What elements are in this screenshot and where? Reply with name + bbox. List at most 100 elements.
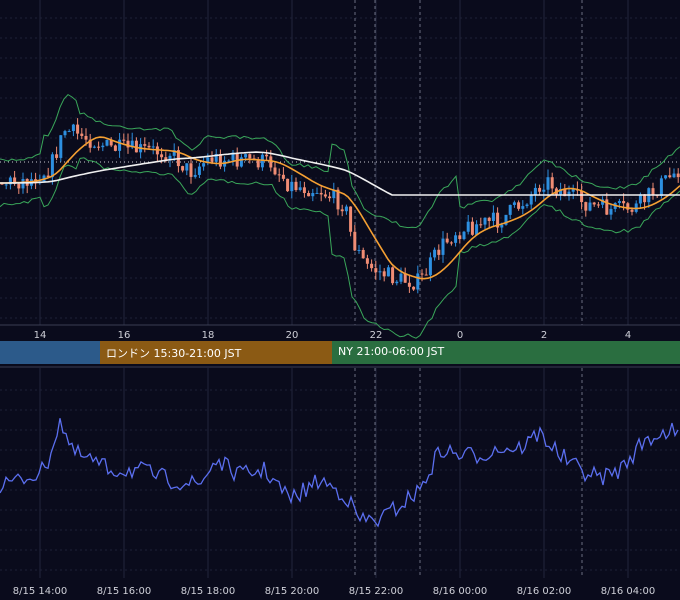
candle-body bbox=[273, 167, 277, 175]
candle-body bbox=[676, 173, 680, 178]
candle-body bbox=[496, 212, 500, 228]
bollinger-upper-band bbox=[0, 93, 680, 229]
candle-body bbox=[605, 199, 609, 215]
candle-body bbox=[151, 146, 155, 148]
candle-body bbox=[592, 202, 596, 205]
candle-body bbox=[17, 183, 21, 189]
candle-body bbox=[319, 192, 323, 195]
candle-body bbox=[386, 267, 390, 277]
candle-body bbox=[365, 258, 369, 264]
candle-body bbox=[202, 163, 206, 167]
osc-x-tick-label: 8/15 16:00 bbox=[97, 586, 151, 597]
candle-body bbox=[412, 286, 416, 290]
candle-body bbox=[601, 199, 605, 205]
candle-body bbox=[67, 131, 71, 133]
candle-body bbox=[46, 175, 50, 178]
candle-body bbox=[101, 145, 105, 148]
candle-body bbox=[130, 140, 134, 148]
candle-body bbox=[382, 271, 386, 277]
candle-body bbox=[97, 146, 101, 148]
candle-body bbox=[643, 194, 647, 203]
candle-body bbox=[4, 184, 8, 186]
osc-x-tick-label: 8/15 22:00 bbox=[349, 586, 403, 597]
candle-body bbox=[433, 249, 437, 258]
candle-body bbox=[504, 214, 508, 225]
candle-body bbox=[466, 221, 470, 232]
session-band: ロンドン 15:30-21:00 JST bbox=[100, 341, 332, 364]
candle-body bbox=[403, 273, 407, 283]
candle-body bbox=[546, 177, 550, 190]
moving-average-white bbox=[0, 151, 680, 196]
candle-body bbox=[512, 202, 516, 205]
candle-body bbox=[315, 192, 319, 194]
candle-body bbox=[260, 154, 264, 168]
candle-body bbox=[454, 235, 458, 243]
candle-body bbox=[349, 206, 353, 232]
session-band: NY 21:00-06:00 JST bbox=[332, 341, 680, 364]
candle-body bbox=[659, 178, 663, 196]
candle-body bbox=[239, 157, 243, 167]
moving-average-orange bbox=[0, 136, 680, 280]
candle-body bbox=[172, 150, 176, 156]
candle-body bbox=[227, 160, 231, 162]
candle-body bbox=[428, 257, 432, 276]
price-x-tick-label: 2 bbox=[541, 330, 547, 341]
candle-body bbox=[88, 139, 92, 148]
candle-body bbox=[340, 209, 344, 212]
session-label: NY 21:00-06:00 JST bbox=[338, 345, 445, 358]
price-panel bbox=[0, 93, 680, 339]
candle-body bbox=[668, 175, 672, 178]
candle-body bbox=[55, 154, 59, 158]
session-label: ロンドン 15:30-21:00 JST bbox=[106, 347, 242, 360]
candle-body bbox=[542, 189, 546, 192]
candle-body bbox=[391, 267, 395, 284]
candle-body bbox=[307, 193, 311, 197]
candle-body bbox=[84, 135, 88, 140]
candle-body bbox=[407, 282, 411, 287]
candle-body bbox=[218, 153, 222, 167]
candle-body bbox=[664, 175, 668, 179]
candle-body bbox=[189, 163, 193, 177]
candle-body bbox=[286, 178, 290, 192]
candle-body bbox=[361, 249, 365, 259]
oscillator-line bbox=[0, 418, 679, 528]
candle-body bbox=[638, 194, 642, 204]
candle-body bbox=[563, 188, 567, 197]
candle-body bbox=[197, 166, 201, 175]
candle-body bbox=[559, 188, 563, 195]
candle-body bbox=[21, 179, 25, 189]
candle-body bbox=[118, 139, 122, 151]
price-x-tick-label: 0 bbox=[457, 330, 463, 341]
candle-body bbox=[538, 187, 542, 192]
candle-body bbox=[294, 181, 298, 191]
candle-body bbox=[164, 157, 168, 161]
candle-body bbox=[479, 224, 483, 226]
price-x-tick-label: 22 bbox=[370, 330, 383, 341]
candle-body bbox=[508, 204, 512, 215]
candle-body bbox=[248, 154, 252, 159]
candle-body bbox=[193, 174, 197, 177]
price-x-tick-label: 4 bbox=[625, 330, 631, 341]
candle-body bbox=[105, 139, 109, 146]
candle-body bbox=[370, 263, 374, 269]
candle-body bbox=[143, 144, 147, 146]
candle-body bbox=[214, 153, 218, 162]
candle-body bbox=[328, 196, 332, 199]
candle-body bbox=[122, 139, 126, 141]
candle-body bbox=[281, 174, 285, 179]
candle-body bbox=[533, 187, 537, 195]
candle-body bbox=[336, 189, 340, 210]
candle-body bbox=[134, 140, 138, 153]
candle-body bbox=[8, 177, 12, 185]
candle-body bbox=[491, 212, 495, 222]
candle-body bbox=[449, 242, 453, 244]
candle-body bbox=[302, 187, 306, 194]
osc-x-tick-label: 8/16 02:00 bbox=[517, 586, 571, 597]
candle-body bbox=[160, 154, 164, 158]
osc-x-tick-label: 8/15 20:00 bbox=[265, 586, 319, 597]
candle-body bbox=[244, 154, 248, 158]
candle-body bbox=[269, 156, 273, 168]
candle-body bbox=[80, 133, 84, 136]
price-x-axis: 14 16 18 20 22 0 2 4 bbox=[34, 330, 632, 341]
candle-body bbox=[525, 204, 529, 207]
